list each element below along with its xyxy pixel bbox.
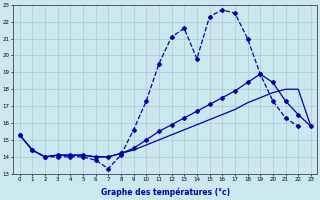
X-axis label: Graphe des températures (°c): Graphe des températures (°c) xyxy=(101,188,230,197)
